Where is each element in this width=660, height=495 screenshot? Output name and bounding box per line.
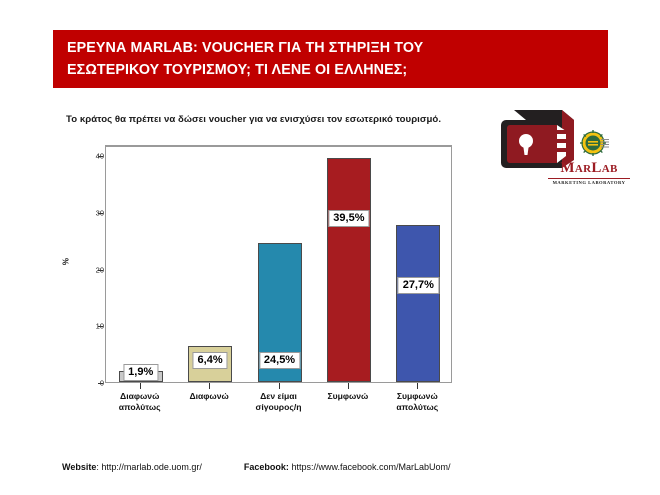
header-title-line-2: ΕΣΩΤΕΡΙΚΟΥ ΤΟΥΡΙΣΜΟΥ; ΤΙ ΛΕΝΕ ΟΙ ΕΛΛΗΝΕΣ…: [67, 62, 408, 78]
x-axis: Διαφωνώ απολύτως Διαφωνώ Δεν είμαι σίγουρος/…: [105, 383, 452, 433]
header-banner: ΕΡΕΥΝΑ MARLAB: VOUCHER ΓΙΑ ΤΗ ΣΤΗΡΙΞΗ ΤΟ…: [53, 30, 608, 88]
y-tick-mark: [98, 326, 103, 328]
x-tick-label-line: σίγουρος/η: [255, 402, 302, 412]
footer-website: Website: http://marlab.ode.uom.gr/: [62, 462, 202, 472]
marlab-logo: MARLAB MARKETING LABORATORY: [500, 108, 630, 190]
footer-website-url[interactable]: http://marlab.ode.uom.gr/: [101, 462, 202, 472]
bar-chart: % 010203040 1,9%6,4%24,5%39,5%27,7% Διαφ…: [60, 145, 460, 435]
header-title-line-1: ΕΡΕΥΝΑ MARLAB: VOUCHER ΓΙΑ ΤΗ ΣΤΗΡΙΞΗ ΤΟ…: [67, 40, 424, 56]
logo-wordmark-sub: MARKETING LABORATORY: [548, 178, 630, 185]
y-tick-mark: [98, 383, 103, 384]
footer-facebook: Facebook: https://www.facebook.com/MarLa…: [244, 462, 451, 472]
x-tick-label: Συμφωνώ: [303, 391, 393, 402]
bar: 24,5%: [257, 243, 302, 382]
x-tick-label-line: Διαφωνώ: [120, 391, 160, 401]
bar-value-label: 6,4%: [192, 352, 228, 369]
plot-area: 1,9% 6,4% 24,5% 39,5% 27,7%: [105, 145, 452, 383]
x-tick-label: Διαφωνώ απολύτως: [95, 391, 185, 413]
chart-title: Το κράτος θα πρέπει να δώσει voucher για…: [66, 114, 442, 125]
footer: Website: http://marlab.ode.uom.gr/Facebo…: [62, 462, 622, 472]
y-tick-mark: [98, 213, 103, 214]
x-tick-mark: [209, 383, 211, 389]
bar-value-label: 1,9%: [123, 364, 159, 381]
x-tick-label-line: Συμφωνώ: [327, 391, 369, 401]
x-tick-mark: [347, 383, 349, 389]
x-tick-label-line: Διαφωνώ: [189, 391, 229, 401]
x-tick-label: Συμφωνώ απολύτως: [372, 391, 462, 413]
footer-facebook-label: Facebook:: [243, 462, 289, 472]
x-tick-mark: [417, 383, 419, 389]
bar-value-label: 27,7%: [397, 277, 439, 295]
book-keyhole-icon: [500, 108, 578, 170]
bars-container: 1,9% 6,4% 24,5% 39,5% 27,7%: [106, 147, 451, 382]
y-axis-ticks: 010203040: [60, 145, 104, 388]
logo-wordmark: MARLAB MARKETING LABORATORY: [548, 161, 630, 185]
y-tick-mark: [98, 269, 103, 271]
footer-website-separator: :: [96, 462, 102, 472]
bar: 27,7%: [396, 225, 441, 382]
footer-facebook-url[interactable]: https://www.facebook.com/MarLabUom/: [291, 462, 451, 472]
logo-wordmark-main: MARLAB: [560, 160, 618, 176]
x-tick-label-line: Συμφωνώ: [396, 391, 438, 401]
x-tick-label-line: Δεν είμαι: [260, 391, 297, 401]
x-tick-label-line: απολύτως: [396, 402, 439, 412]
bar: 6,4%: [188, 345, 233, 382]
y-tick-mark: [98, 156, 103, 158]
x-tick-label-line: απολύτως: [118, 402, 161, 412]
bar-value-label: 24,5%: [258, 352, 301, 369]
footer-website-label: Website: [62, 462, 97, 472]
bar-value-label: 39,5%: [328, 210, 370, 228]
x-tick-label: Δεν είμαι σίγουρος/η: [234, 391, 324, 413]
x-tick-label: Διαφωνώ: [164, 391, 254, 402]
x-tick-mark: [139, 383, 141, 389]
bar: 39,5%: [326, 158, 371, 382]
university-seal-icon: [580, 130, 610, 158]
x-tick-mark: [278, 383, 280, 389]
bar: 1,9%: [118, 364, 163, 382]
